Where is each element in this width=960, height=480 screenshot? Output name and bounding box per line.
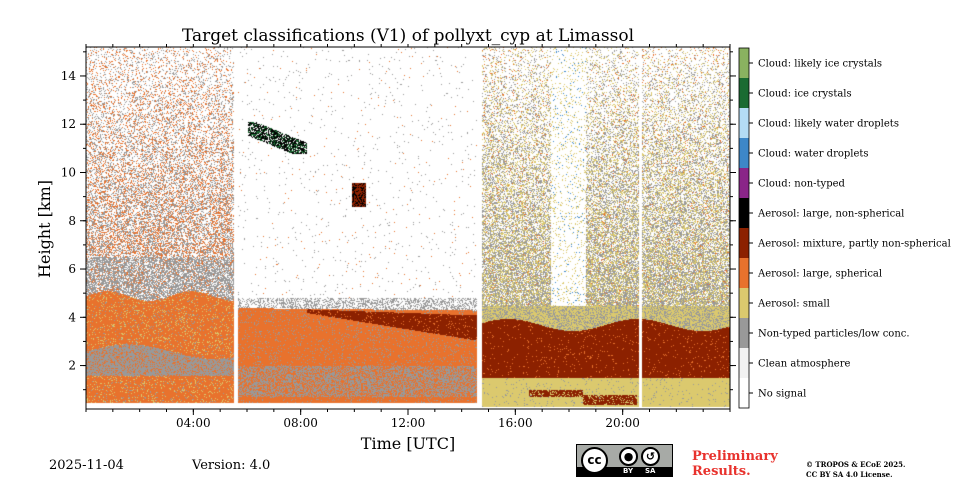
legend-label: Aerosol: large, spherical: [757, 269, 882, 280]
plot-area: [86, 47, 730, 409]
classification-heatmap: [86, 47, 730, 409]
legend-label: Non-typed particles/low conc.: [758, 329, 910, 340]
legend-label: Aerosol: small: [757, 299, 830, 310]
colorbar-legend: No signal Clean atmosphere Non-typed parti…: [738, 47, 951, 409]
y-tick-label: 14: [61, 69, 77, 83]
cc-license-badge: cc ● ↺ BY SA: [576, 444, 673, 477]
license-line2: CC BY SA 4.0 License.: [806, 470, 893, 479]
legend-label: Cloud: non-typed: [758, 179, 846, 190]
by-icon: ●: [619, 447, 638, 466]
y-tick-label: 12: [61, 117, 76, 131]
legend-swatch: [739, 288, 749, 318]
x-axis: 04:00 08:00 12:00 16:00 20:00: [85, 44, 731, 430]
legend-label: Cloud: likely ice crystals: [758, 59, 882, 70]
x-tick-label: 16:00: [498, 416, 533, 430]
preliminary-notice: Preliminary Results.: [692, 449, 778, 479]
cc-badge-bar: [577, 467, 672, 476]
x-tick-label: 20:00: [605, 416, 640, 430]
license-line1: © TROPOS & ECoE 2025.: [806, 460, 906, 469]
x-axis-label: Time [UTC]: [361, 434, 455, 453]
cc-icon: cc: [581, 447, 608, 474]
legend-label: Clean atmosphere: [758, 359, 851, 370]
license-notice: © TROPOS & ECoE 2025. CC BY SA 4.0 Licen…: [806, 460, 905, 480]
legend-swatch: [739, 378, 749, 408]
badge-sa-text: SA: [645, 467, 656, 475]
footer-date: 2025-11-04: [49, 458, 124, 473]
x-tick-label: 08:00: [283, 416, 318, 430]
preliminary-line2: Results.: [692, 464, 751, 479]
cc-icon-text: cc: [587, 453, 602, 467]
legend-swatch: [739, 318, 749, 348]
legend-label: No signal: [758, 389, 806, 400]
sa-icon: ↺: [641, 447, 660, 466]
legend-label: Cloud: water droplets: [758, 149, 869, 160]
preliminary-line1: Preliminary: [692, 449, 778, 464]
y-tick-label: 6: [68, 262, 76, 276]
legend-swatch: [739, 348, 749, 378]
legend-swatch: [739, 168, 749, 198]
legend-frame: [738, 47, 750, 409]
legend-swatch: [739, 258, 749, 288]
legend-swatch: [739, 78, 749, 108]
legend-label: Aerosol: large, non-spherical: [757, 209, 904, 220]
y-tick-label: 2: [68, 359, 76, 373]
x-tick-label: 04:00: [176, 416, 211, 430]
legend-swatch: [739, 198, 749, 228]
y-tick-label: 10: [61, 165, 76, 179]
footer-version: Version: 4.0: [192, 458, 271, 473]
legend-label: Cloud: likely water droplets: [758, 119, 899, 130]
x-tick-label: 12:00: [391, 416, 426, 430]
legend-swatch: [739, 108, 749, 138]
y-tick-label: 4: [68, 310, 76, 324]
y-axis: 2 4 6 8 10 12 14: [61, 51, 736, 391]
chart-title: Target classifications (V1) of pollyxt_c…: [182, 26, 634, 46]
legend-label: Aerosol: mixture, partly non-spherical: [757, 239, 951, 250]
legend-label: Cloud: ice crystals: [758, 89, 852, 100]
legend-swatch: [739, 228, 749, 258]
legend-swatch: [739, 48, 749, 78]
y-axis-label: Height [km]: [35, 180, 54, 278]
y-tick-label: 8: [68, 214, 76, 228]
badge-by-text: BY: [623, 467, 634, 475]
legend-swatch: [739, 138, 749, 168]
